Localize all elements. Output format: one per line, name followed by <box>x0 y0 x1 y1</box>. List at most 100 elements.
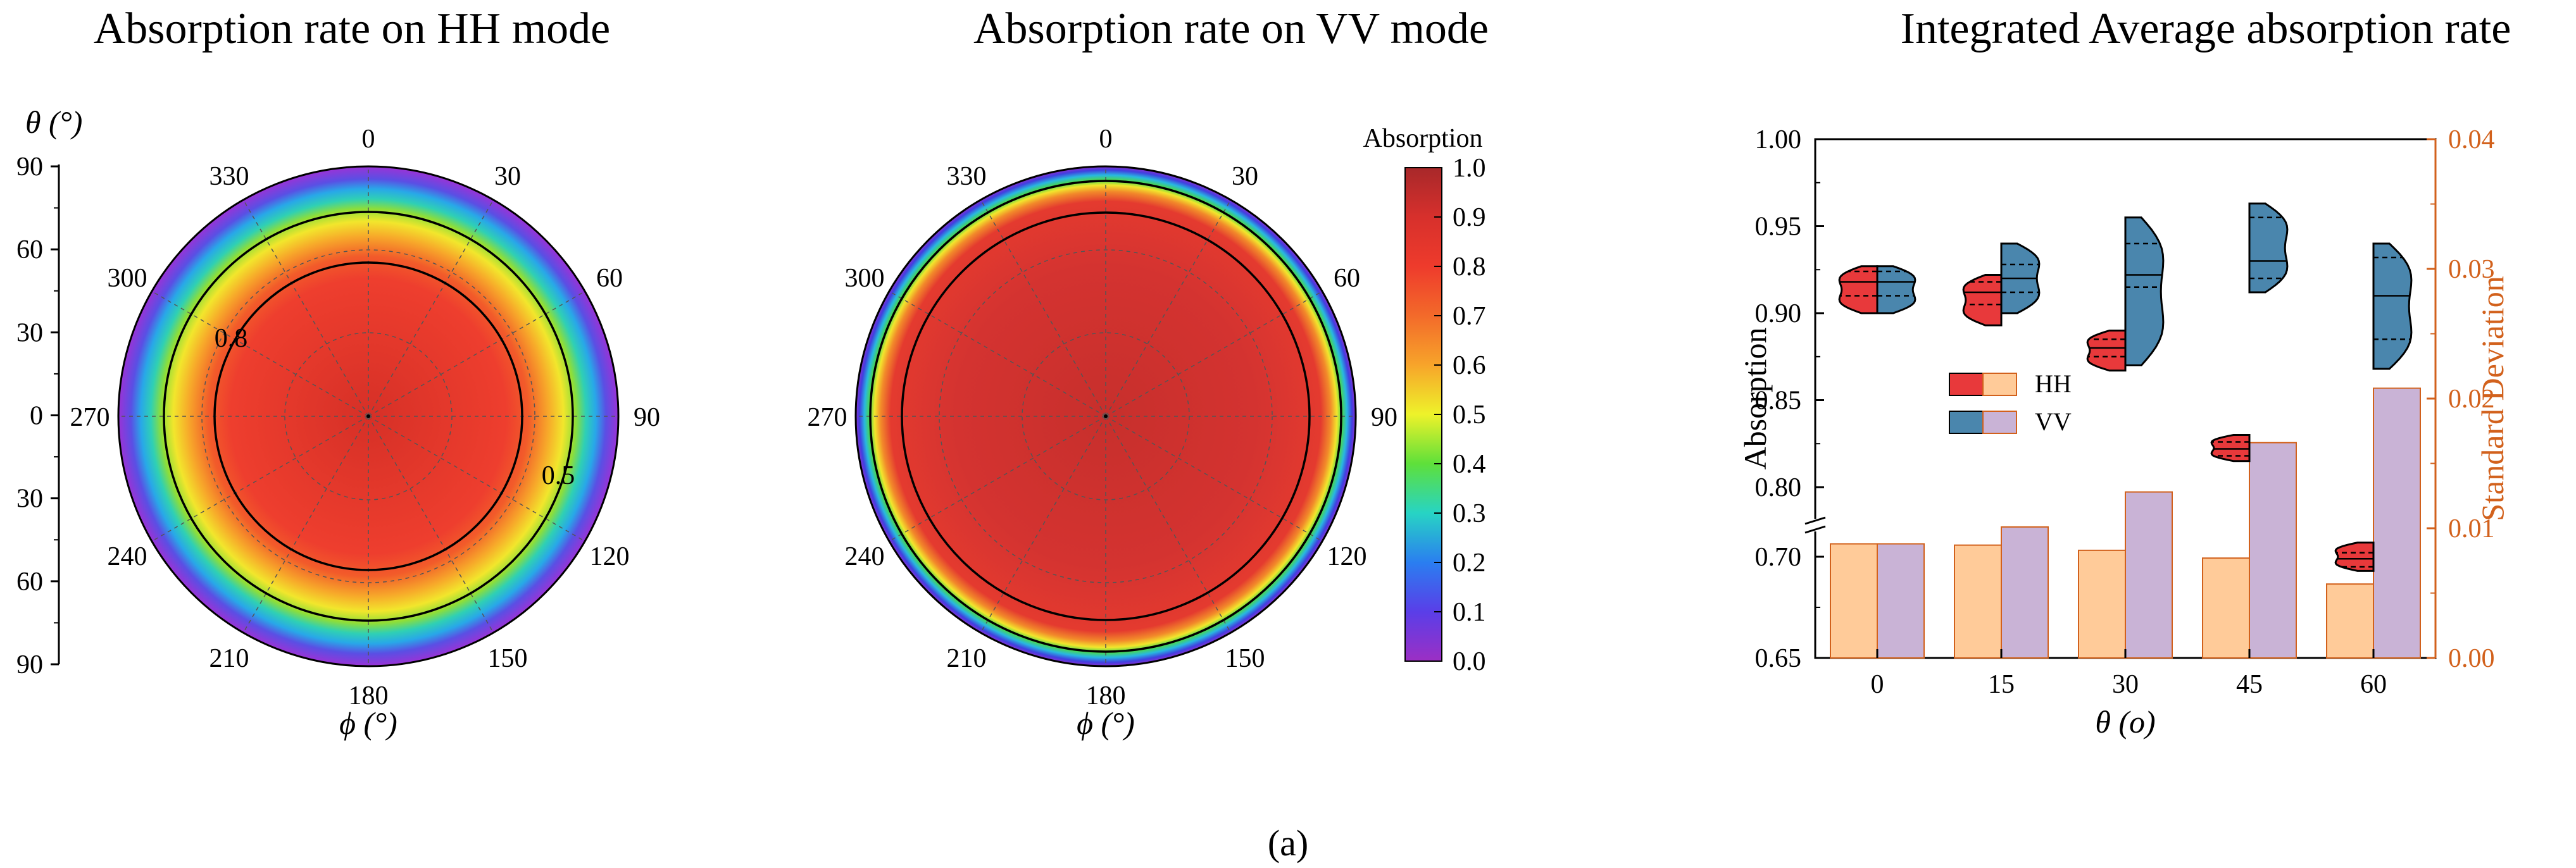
hh-violin-45 <box>2210 434 2251 462</box>
hh-violin-15 <box>1962 274 2003 326</box>
hh-phi-tick-240: 240 <box>107 542 147 571</box>
y2-axis-label: Standard Deviation <box>2475 276 2510 521</box>
theta-tick-label: 30 <box>16 485 43 514</box>
hh-theta-axis: θ (°) 90 60 30 0 30 60 90 <box>16 104 82 679</box>
hh-phi-tick-180: 180 <box>349 681 389 710</box>
vv-phi-tick-90: 90 <box>1371 403 1397 432</box>
theta-tick-label: 60 <box>16 567 43 597</box>
theta-tick-label: 90 <box>16 152 43 182</box>
theta-tick-label: 30 <box>16 318 43 347</box>
vv-polar-plot: 0 30 60 90 120 150 180 210 240 270 300 330 <box>808 125 1398 710</box>
legend-hh-bar-swatch <box>1982 373 2017 396</box>
hh-phi-tick-60: 60 <box>596 264 623 293</box>
vv-std-bar-0 <box>1877 543 1925 659</box>
y-tick-0.65: 0.65 <box>1755 644 1802 673</box>
vv-phi-tick-0: 0 <box>1099 125 1113 154</box>
vv-phi-tick-210: 210 <box>947 644 987 673</box>
hh-phi-tick-labels: 0 30 60 90 120 150 180 210 240 270 300 330 <box>70 125 661 710</box>
axis-break-mark <box>1804 516 1826 534</box>
y-tick-0.70: 0.70 <box>1755 543 1802 572</box>
hh-phi-axis-label: ϕ (°) <box>339 705 397 741</box>
y-tick-0.90: 0.90 <box>1755 299 1802 328</box>
hh-phi-tick-330: 330 <box>209 162 249 191</box>
vv-violin-30 <box>2124 216 2165 366</box>
colorbar-tick-0.5: 0.5 <box>1453 400 1486 430</box>
vv-violin-0 <box>1876 265 1916 314</box>
vv-std-bar-15 <box>2001 526 2049 659</box>
theta-tick-label: 0 <box>30 402 43 431</box>
y-tick-0.80: 0.80 <box>1755 473 1802 502</box>
vv-std-bar-30 <box>2125 491 2173 659</box>
hh-std-bar-60 <box>2326 583 2374 659</box>
y-tick-0.95: 0.95 <box>1755 213 1802 242</box>
vv-phi-tick-60: 60 <box>1334 264 1360 293</box>
legend-vv-bar-swatch <box>1982 411 2017 434</box>
vv-phi-tick-330: 330 <box>947 162 987 191</box>
y-tick-0.85: 0.85 <box>1755 387 1802 416</box>
colorbar-tick-0.1: 0.1 <box>1453 598 1486 627</box>
hh-phi-tick-0: 0 <box>362 125 375 154</box>
vv-phi-tick-150: 150 <box>1225 644 1265 673</box>
hh-violin-60 <box>2334 542 2375 572</box>
x-tick-30: 30 <box>2112 670 2139 699</box>
figure-caption: (a) <box>1268 822 1308 864</box>
colorbar-tick-0.0: 0.0 <box>1453 647 1486 676</box>
vv-phi-tick-labels: 0 30 60 90 120 150 180 210 240 270 300 330 <box>808 125 1398 710</box>
colorbar-tick-1.0: 1.0 <box>1453 154 1486 183</box>
hh-contour-inner <box>213 261 523 571</box>
hh-phi-tick-300: 300 <box>107 264 147 293</box>
vv-std-bar-45 <box>2249 442 2297 659</box>
vv-violin-45 <box>2248 202 2289 294</box>
legend-vv-violin-swatch <box>1949 411 1984 434</box>
vv-polar-grid <box>856 166 1356 666</box>
hh-contour-0.8 <box>163 211 574 622</box>
y2-tick-0.04: 0.04 <box>2448 125 2495 154</box>
y2-tick-0.03: 0.03 <box>2448 255 2495 284</box>
hh-contour-label-0.5: 0.5 <box>542 461 575 490</box>
avg-panel-title: Integrated Average absorption rate <box>1901 4 2511 53</box>
hh-std-bar-0 <box>1830 543 1878 659</box>
colorbar-tick-0.4: 0.4 <box>1453 450 1486 479</box>
vv-phi-tick-300: 300 <box>844 264 884 293</box>
vv-phi-tick-30: 30 <box>1232 162 1258 191</box>
y2-tick-0.02: 0.02 <box>2448 385 2495 414</box>
legend-vv-label: VV <box>2035 407 2072 436</box>
vv-phi-tick-270: 270 <box>808 403 847 432</box>
hh-phi-tick-120: 120 <box>590 542 630 571</box>
vv-phi-tick-120: 120 <box>1327 542 1367 571</box>
legend-hh: HH <box>1949 369 2072 398</box>
y2-tick-0.01: 0.01 <box>2448 514 2495 543</box>
theta-axis-label: θ (°) <box>25 104 82 140</box>
hh-std-bar-30 <box>2078 549 2126 659</box>
vv-panel-title: Absorption rate on VV mode <box>973 4 1489 53</box>
vv-std-bar-60 <box>2373 387 2421 659</box>
hh-phi-tick-30: 30 <box>494 162 521 191</box>
vv-phi-tick-240: 240 <box>844 542 884 571</box>
colorbar: Absorption 1.0 0.9 0.8 0.7 0.6 0.5 0.4 0.3 0.2 0.… <box>1363 124 1486 676</box>
vv-phi-axis-label: ϕ (°) <box>1077 705 1135 741</box>
y2-tick-0.00: 0.00 <box>2448 644 2495 673</box>
avg-chart: 0.65 0.70 0.80 0.85 0.90 0.95 1.00 0.00 0.01 0.0… <box>1737 125 2510 740</box>
hh-phi-tick-150: 150 <box>488 644 528 673</box>
legend-vv: VV <box>1949 407 2072 436</box>
x-tick-0: 0 <box>1871 670 1884 699</box>
legend: HH VV <box>1949 369 2072 436</box>
x-axis-label: θ (o) <box>2095 704 2155 740</box>
vv-contour-inner <box>901 211 1311 621</box>
hh-panel-title: Absorption rate on HH mode <box>94 4 611 53</box>
hh-phi-tick-270: 270 <box>70 403 110 432</box>
colorbar-tick-0.9: 0.9 <box>1453 203 1486 232</box>
hh-std-bar-45 <box>2202 557 2250 659</box>
y-axis-label: Absorption <box>1737 328 1773 470</box>
vv-violin-60 <box>2372 242 2413 370</box>
colorbar-tick-0.2: 0.2 <box>1453 549 1486 578</box>
theta-tick-label: 90 <box>16 650 43 679</box>
x-tick-15: 15 <box>1988 670 2015 699</box>
colorbar-tick-0.3: 0.3 <box>1453 499 1486 528</box>
y-tick-1.00: 1.00 <box>1755 125 1802 154</box>
theta-tick-label: 60 <box>16 235 43 264</box>
x-tick-45: 45 <box>2236 670 2263 699</box>
hh-violin-30 <box>2086 330 2127 372</box>
hh-phi-tick-90: 90 <box>634 403 660 432</box>
